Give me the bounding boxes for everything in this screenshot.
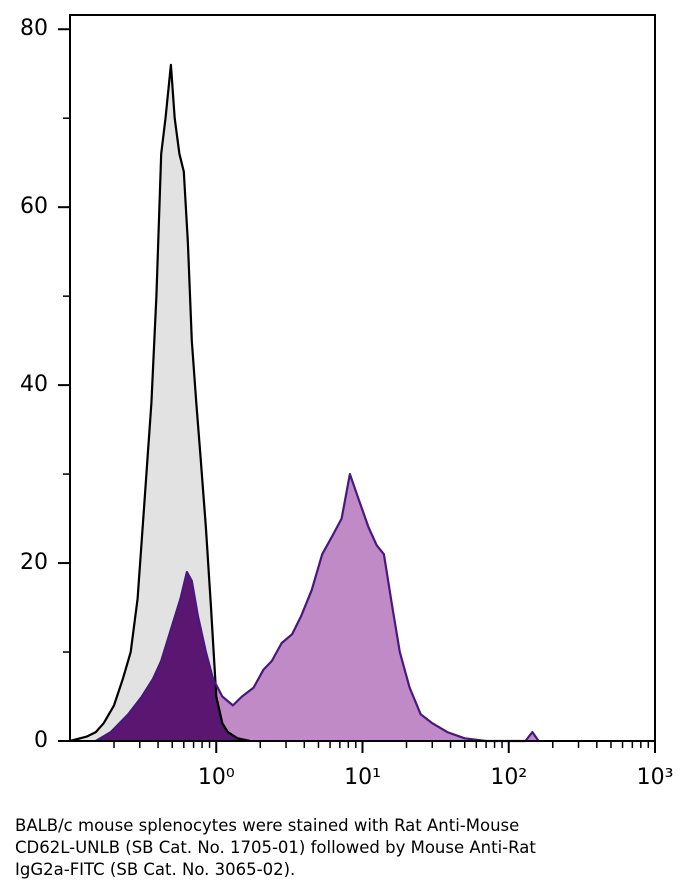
x-tick-label: 10² — [490, 765, 527, 790]
y-tick-label: 80 — [20, 16, 48, 41]
x-tick-label: 10⁰ — [198, 765, 235, 790]
caption-line: CD62L-UNLB (SB Cat. No. 1705-01) followe… — [15, 838, 536, 857]
y-tick-label: 40 — [20, 372, 48, 397]
y-tick-label: 0 — [34, 728, 48, 753]
y-tick-label: 20 — [20, 550, 48, 575]
histogram-fill — [70, 64, 250, 742]
caption-line: BALB/c mouse splenocytes were stained wi… — [15, 816, 519, 835]
plot-area — [69, 63, 540, 743]
x-tick-label: 10¹ — [344, 765, 381, 790]
histogram-line — [95, 473, 540, 743]
histogram-line — [69, 63, 251, 743]
x-tick-label: 10³ — [637, 765, 674, 790]
histogram-overlap — [95, 474, 250, 741]
y-tick-label: 60 — [20, 194, 48, 219]
caption-line: IgG2a-FITC (SB Cat. No. 3065-02). — [15, 860, 295, 879]
axes: 0 20 40 60 80 10⁰ 10¹ 10² 10³ — [20, 16, 673, 790]
